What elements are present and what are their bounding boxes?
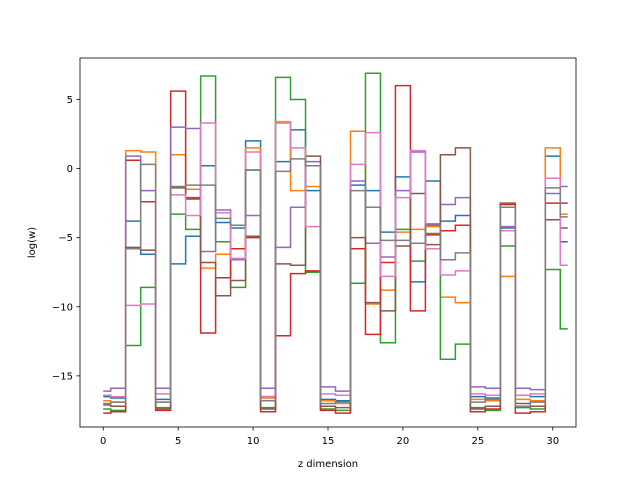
- y-tick-label: 5: [67, 95, 73, 106]
- x-tick-label: 20: [397, 436, 410, 447]
- plot-frame: [79, 57, 577, 428]
- series-layer: [103, 72, 568, 414]
- series-line-1: [103, 129, 568, 402]
- series-line-8: [103, 158, 568, 408]
- y-axis-label: log(w): [27, 227, 38, 258]
- x-tick-label: 5: [175, 436, 181, 447]
- x-tick-label: 0: [100, 436, 106, 447]
- series-line-5: [103, 126, 568, 392]
- y-tick-label: 0: [67, 164, 73, 175]
- series-line-7: [103, 120, 568, 398]
- x-tick-label: 10: [247, 436, 260, 447]
- series-line-3: [103, 72, 568, 412]
- y-tick-label: −10: [52, 302, 73, 313]
- x-axis-label: z dimension: [298, 459, 358, 470]
- series-line-6: [103, 147, 568, 410]
- series-line-4: [103, 84, 568, 414]
- x-axis: 0 5 10 15 20 25 30: [100, 427, 559, 447]
- y-tick-label: −5: [58, 233, 73, 244]
- x-tick-label: 30: [546, 436, 559, 447]
- x-tick-label: 25: [471, 436, 484, 447]
- y-axis: −15 −10 −5 0 5: [52, 95, 80, 382]
- x-tick-label: 15: [322, 436, 335, 447]
- y-tick-label: −15: [52, 371, 73, 382]
